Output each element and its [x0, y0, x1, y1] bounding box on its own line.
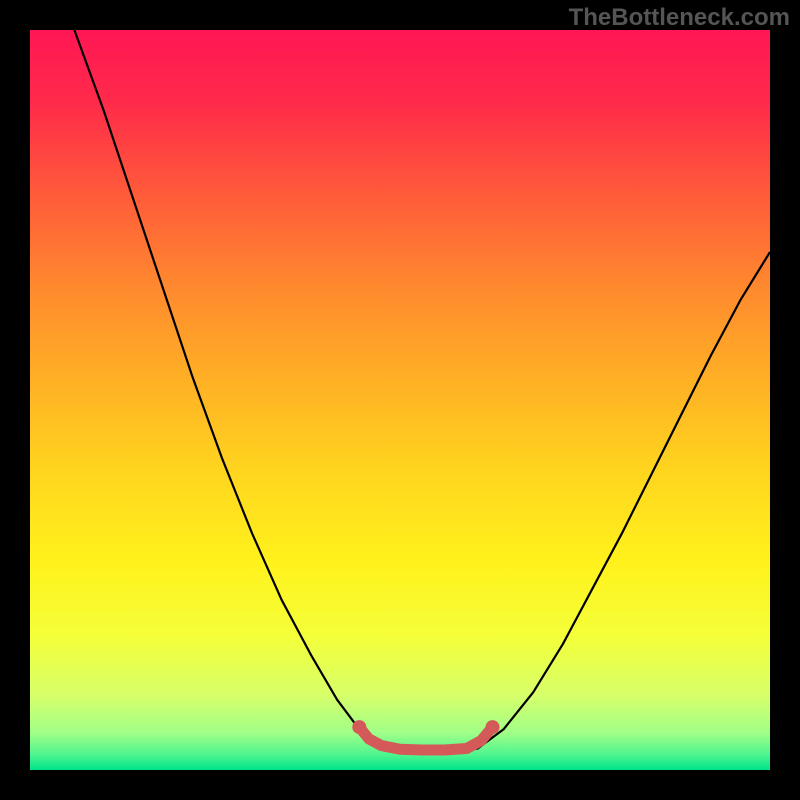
- bottleneck-chart: TheBottleneck.com: [0, 0, 800, 800]
- watermark-text: TheBottleneck.com: [569, 4, 790, 32]
- chart-svg: [0, 0, 800, 800]
- highlight-end-marker: [352, 720, 366, 734]
- highlight-end-marker: [486, 720, 500, 734]
- chart-gradient-bg: [30, 30, 770, 770]
